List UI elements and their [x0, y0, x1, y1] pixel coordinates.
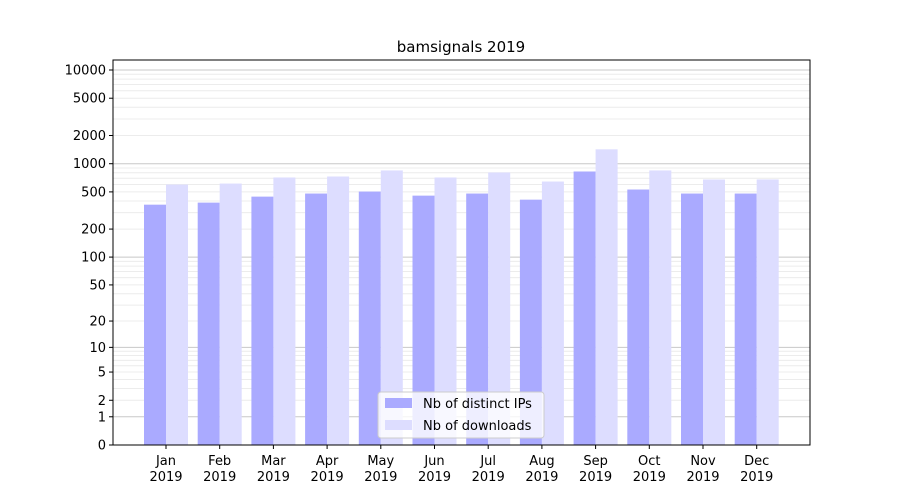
chart-title: bamsignals 2019: [397, 38, 525, 56]
x-tick-label-year: 2019: [740, 470, 773, 485]
bar-downloads: [756, 179, 779, 445]
bar-downloads: [434, 177, 457, 446]
x-tick-label-month: Nov: [690, 454, 716, 469]
bar-ips: [466, 193, 489, 445]
y-tick-label: 0: [98, 439, 106, 454]
legend-swatch-ips: [385, 398, 412, 408]
x-axis: Jan2019Feb2019Mar2019Apr2019May2019Jun20…: [149, 445, 773, 485]
x-tick-label-year: 2019: [311, 470, 344, 485]
x-tick-label-year: 2019: [257, 470, 290, 485]
x-tick-label-month: May: [367, 454, 394, 469]
bar-ips: [197, 202, 220, 445]
x-tick-label-month: Jan: [155, 454, 176, 469]
x-tick-label-month: Dec: [744, 454, 769, 469]
x-tick-label-year: 2019: [364, 470, 397, 485]
bar-downloads: [327, 176, 350, 445]
y-tick-label: 10: [89, 341, 106, 356]
x-tick-label-year: 2019: [633, 470, 666, 485]
x-tick-label-year: 2019: [686, 470, 719, 485]
y-tick-label: 1: [98, 410, 106, 425]
bar-downloads: [380, 170, 403, 445]
x-tick-label-month: Oct: [638, 454, 660, 469]
bar-ips: [251, 196, 274, 445]
legend-box: [377, 391, 545, 439]
bar-ips: [734, 193, 757, 445]
bar-downloads: [595, 149, 618, 445]
legend: Nb of distinct IPs Nb of downloads: [377, 391, 545, 439]
x-tick-label-month: Apr: [316, 454, 339, 469]
bar-downloads: [541, 181, 564, 445]
bar-downloads: [219, 183, 242, 446]
y-tick-label: 50: [89, 278, 106, 293]
x-tick-label-month: Aug: [529, 454, 554, 469]
y-tick-label: 20: [89, 315, 106, 330]
legend-swatch-downloads: [385, 420, 412, 430]
x-tick-label-year: 2019: [203, 470, 236, 485]
plot-frame: [112, 59, 811, 446]
bar-downloads: [649, 170, 672, 445]
x-tick-label-month: Jun: [423, 454, 444, 469]
bar-ips: [144, 204, 166, 445]
legend-label-ips: Nb of distinct IPs: [423, 397, 532, 412]
y-tick-label: 2000: [73, 129, 106, 144]
bars: [144, 149, 779, 446]
legend-label-downloads: Nb of downloads: [423, 419, 532, 434]
bar-ips: [681, 193, 703, 445]
bar-downloads: [166, 184, 188, 445]
x-tick-label-year: 2019: [525, 470, 558, 485]
y-tick-label: 100: [81, 251, 106, 266]
bar-downloads: [703, 179, 725, 446]
bar-ips: [305, 193, 328, 445]
y-axis: 0 12 5 10 20 50 100 200 500 1000 2000 5000 10000: [65, 64, 113, 454]
bar-downloads: [273, 177, 296, 446]
bar-ips: [627, 189, 650, 445]
y-tick-label: 5: [98, 366, 106, 381]
y-tick-label: 5000: [73, 92, 106, 107]
bar-ips: [358, 191, 381, 445]
bar-ips: [519, 199, 542, 445]
x-tick-label-month: Jul: [479, 454, 496, 469]
x-tick-label-month: Mar: [261, 454, 286, 469]
y-tick-label: 10000: [65, 64, 106, 79]
bar-ips: [412, 195, 435, 445]
x-tick-label-month: Feb: [208, 454, 231, 469]
x-tick-label-year: 2019: [472, 470, 505, 485]
y-tick-label: 200: [81, 223, 106, 238]
y-tick-label: 2: [98, 394, 106, 409]
y-tick-label: 500: [81, 185, 106, 200]
x-tick-label-year: 2019: [149, 470, 182, 485]
x-tick-label-year: 2019: [418, 470, 451, 485]
y-tick-label: 1000: [73, 157, 106, 172]
x-tick-label-month: Sep: [583, 454, 608, 469]
bar-downloads: [488, 172, 511, 445]
x-tick-label-year: 2019: [579, 470, 612, 485]
bar-ips: [573, 171, 596, 446]
